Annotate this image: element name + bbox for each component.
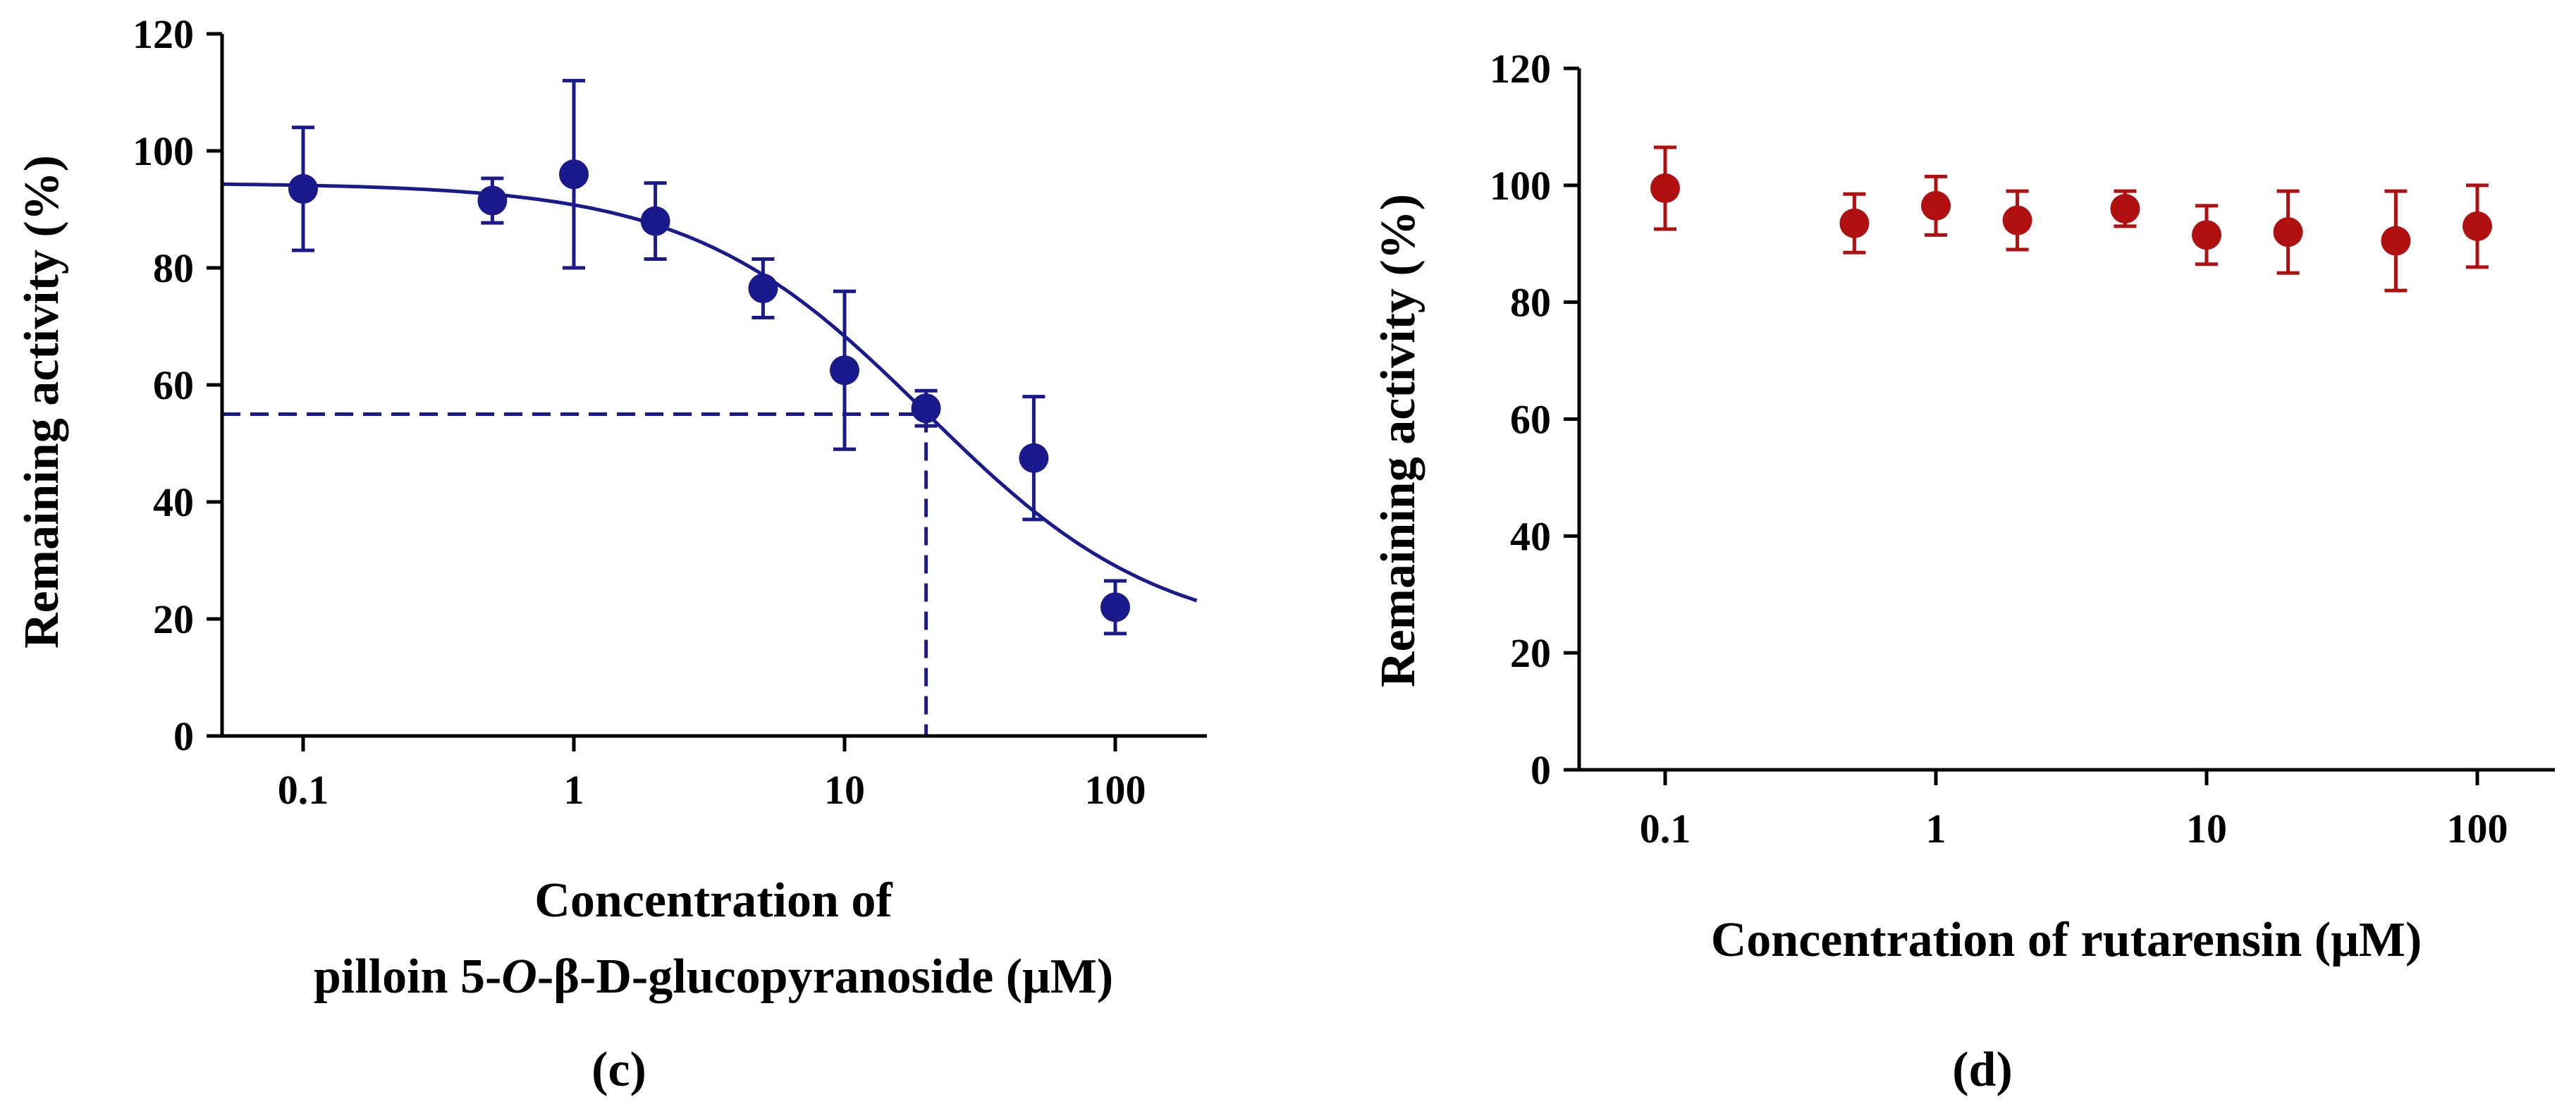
chart-c-data-point bbox=[1100, 592, 1130, 622]
chart-d-x-tick-label: 1 bbox=[1926, 806, 1946, 852]
chart-d-data-point bbox=[2273, 217, 2303, 247]
chart-d-y-tick-label: 80 bbox=[1510, 280, 1551, 326]
chart-d-y-tick-label: 100 bbox=[1490, 163, 1551, 209]
chart-d-data-point bbox=[2002, 205, 2032, 235]
chart-d-x-tick-label: 100 bbox=[2447, 806, 2508, 852]
chart-c-x-axis-title-italic: O bbox=[501, 950, 537, 1004]
chart-d-data-point bbox=[2381, 226, 2411, 256]
chart-c-y-tick-label: 80 bbox=[153, 245, 194, 291]
chart-d-panel-label: (d) bbox=[1952, 1043, 2013, 1097]
chart-c-y-tick-label: 120 bbox=[133, 11, 194, 57]
chart-c-x-axis-title-line2: pilloin 5-O-β-D-glucopyranoside (μM) bbox=[314, 950, 1113, 1004]
chart-d-data-point bbox=[2110, 194, 2140, 223]
chart-d-y-tick-label: 20 bbox=[1510, 630, 1551, 676]
chart-c-data-point bbox=[640, 206, 670, 236]
chart-d-y-axis-title: Remaining activity (%) bbox=[1371, 194, 1425, 687]
chart-d-x-tick-label: 10 bbox=[2186, 806, 2227, 852]
chart-c-y-axis-title: Remaining activity (%) bbox=[15, 155, 69, 649]
chart-c-x-axis-title-line1: Concentration of bbox=[534, 873, 893, 928]
chart-d-x-tick-label: 0.1 bbox=[1640, 806, 1691, 852]
chart-d-y-ticks: 0 20 40 60 80 100 120 bbox=[1490, 46, 1579, 793]
chart-c-data-point bbox=[911, 393, 941, 424]
chart-c-ic50-guides bbox=[222, 412, 928, 736]
panel-c: 0 20 40 60 80 100 120 0.1 1 10 100 Remaining acti… bbox=[15, 11, 1207, 1097]
chart-c-panel-label: (c) bbox=[591, 1043, 646, 1097]
chart-d-data-point bbox=[2462, 211, 2492, 241]
chart-c-x-axis-title-pre: pilloin 5- bbox=[314, 950, 501, 1004]
chart-c-y-ticks: 0 20 40 60 80 100 120 bbox=[133, 11, 222, 759]
chart-d-data-point bbox=[1921, 190, 1951, 221]
chart-d-x-ticks: 0.1 1 10 100 bbox=[1640, 770, 2508, 852]
chart-d-y-tick-label: 0 bbox=[1531, 747, 1551, 793]
chart-c-x-tick-label: 0.1 bbox=[278, 767, 329, 813]
chart-c-y-tick-label: 60 bbox=[153, 362, 194, 408]
chart-c-data-point bbox=[830, 355, 859, 386]
panel-d: 0 20 40 60 80 100 120 0.1 1 10 100 Remaining acti… bbox=[1371, 46, 2555, 1097]
chart-c-y-tick-label: 40 bbox=[153, 479, 194, 525]
chart-c-x-tick-label: 1 bbox=[564, 767, 584, 813]
chart-d-y-tick-label: 120 bbox=[1490, 46, 1551, 92]
chart-d-data-point bbox=[1839, 208, 1870, 238]
chart-c-data-point bbox=[288, 173, 318, 204]
chart-c-x-tick-label: 100 bbox=[1085, 767, 1146, 813]
chart-c-y-tick-label: 100 bbox=[133, 128, 194, 174]
chart-d-data-point bbox=[1650, 173, 1680, 203]
chart-c-data-point bbox=[1019, 443, 1049, 473]
chart-c-y-tick-label: 0 bbox=[173, 713, 194, 759]
chart-d-y-tick-label: 40 bbox=[1510, 513, 1551, 559]
chart-c-y-tick-label: 20 bbox=[153, 596, 194, 642]
chart-c-data-point bbox=[748, 274, 778, 304]
chart-d-points bbox=[1650, 145, 2492, 293]
chart-c-points bbox=[288, 78, 1130, 636]
chart-c-x-tick-label: 10 bbox=[824, 767, 865, 813]
chart-c-fit-curve bbox=[221, 182, 1198, 603]
chart-d-data-point bbox=[2192, 220, 2221, 250]
chart-c-x-axis-title-post: -β-D-glucopyranoside (μM) bbox=[537, 950, 1113, 1004]
chart-c-x-ticks: 0.1 1 10 100 bbox=[278, 736, 1146, 813]
chart-c-data-point bbox=[477, 185, 508, 216]
chart-d-x-axis-title: Concentration of rutarensin (μM) bbox=[1711, 913, 2422, 967]
chart-c-data-point bbox=[559, 159, 589, 190]
chart-d-y-tick-label: 60 bbox=[1510, 397, 1551, 443]
